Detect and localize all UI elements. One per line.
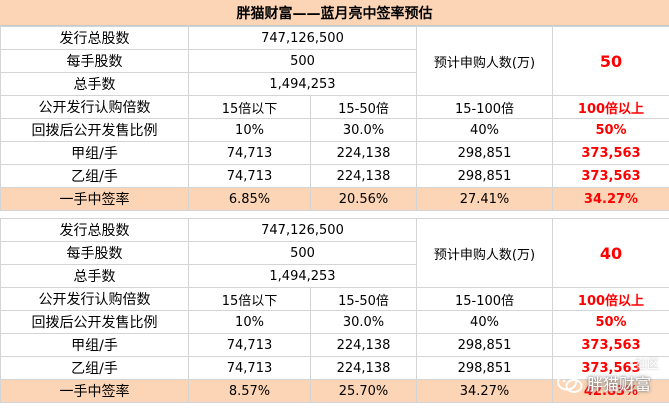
cell: 40% (416, 118, 553, 142)
cell: 8.57% (188, 379, 311, 403)
lot-value: 500 (188, 241, 417, 265)
shares-label: 发行总股数 (0, 218, 189, 242)
table-row: 回拨后公开发售比例 10% 30.0% 40% 50% (0, 118, 669, 142)
table-row: 回拨后公开发售比例 10% 30.0% 40% 50% (0, 310, 669, 334)
table-row: 总手数 1,494,253 (0, 264, 669, 288)
table-row: 乙组/手 74,713 224,138 298,851 373,563 (0, 356, 669, 380)
cell: 40% (416, 310, 553, 334)
cell: 298,851 (416, 164, 553, 188)
clawback-label: 回拨后公开发售比例 (0, 118, 189, 142)
total-lots-value: 1,494,253 (188, 72, 417, 96)
table-row: 甲组/手 74,713 224,138 298,851 373,563 (0, 333, 669, 357)
shares-value: 747,126,500 (188, 218, 417, 242)
cell: 373,563 (552, 333, 669, 357)
cell: 373,563 (552, 164, 669, 188)
lot-label: 每手股数 (0, 49, 189, 73)
cell: 15倍以下 (188, 95, 311, 119)
group-b-label: 乙组/手 (0, 164, 189, 188)
estimate-table-1: 发行总股数 747,126,500 预计申购人数(万) 50 每手股数 500 … (0, 26, 669, 211)
cell: 74,713 (188, 356, 311, 380)
total-lots-label: 总手数 (0, 264, 189, 288)
cell: 74,713 (188, 141, 311, 165)
applicants-value: 50 (552, 26, 669, 96)
cell: 25.70% (310, 379, 417, 403)
cell: 34.27% (416, 379, 553, 403)
table-row: 一手中签率 8.57% 25.70% 34.27% 42.83% (0, 379, 669, 403)
cell: 298,851 (416, 333, 553, 357)
cell: 74,713 (188, 164, 311, 188)
table-row: 乙组/手 74,713 224,138 298,851 373,563 (0, 164, 669, 188)
rate-label: 一手中签率 (0, 379, 189, 403)
table-row: 每手股数 500 (0, 49, 669, 73)
clawback-label: 回拨后公开发售比例 (0, 310, 189, 334)
table-row: 发行总股数 747,126,500 预计申购人数(万) 40 (0, 218, 669, 288)
cell: 10% (188, 118, 311, 142)
cell: 42.83% (552, 379, 669, 403)
cell: 100倍以上 (552, 95, 669, 119)
applicants-label: 预计申购人数(万) (416, 218, 553, 288)
cell: 15-100倍 (416, 95, 553, 119)
cell: 298,851 (416, 141, 553, 165)
cell: 15倍以下 (188, 287, 311, 311)
subscription-label: 公开发行认购倍数 (0, 95, 189, 119)
table-row: 每手股数 500 (0, 241, 669, 265)
cell: 224,138 (310, 356, 417, 380)
total-lots-label: 总手数 (0, 72, 189, 96)
shares-label: 发行总股数 (0, 26, 189, 50)
cell: 224,138 (310, 141, 417, 165)
cell: 373,563 (552, 141, 669, 165)
cell: 30.0% (310, 118, 417, 142)
table-row: 甲组/手 74,713 224,138 298,851 373,563 (0, 141, 669, 165)
cell: 50% (552, 310, 669, 334)
table-row: 发行总股数 747,126,500 预计申购人数(万) 50 (0, 26, 669, 96)
cell: 373,563 (552, 356, 669, 380)
applicants-label: 预计申购人数(万) (416, 26, 553, 96)
cell: 74,713 (188, 333, 311, 357)
lot-label: 每手股数 (0, 241, 189, 265)
rate-label: 一手中签率 (0, 187, 189, 211)
cell: 224,138 (310, 164, 417, 188)
group-a-label: 甲组/手 (0, 333, 189, 357)
group-b-label: 乙组/手 (0, 356, 189, 380)
total-lots-value: 1,494,253 (188, 264, 417, 288)
cell: 50% (552, 118, 669, 142)
cell: 34.27% (552, 187, 669, 211)
group-a-label: 甲组/手 (0, 141, 189, 165)
table-row: 一手中签率 6.85% 20.56% 27.41% 34.27% (0, 187, 669, 211)
cell: 10% (188, 310, 311, 334)
estimate-table-2: 发行总股数 747,126,500 预计申购人数(万) 40 每手股数 500 … (0, 218, 669, 403)
cell: 298,851 (416, 356, 553, 380)
subscription-label: 公开发行认购倍数 (0, 287, 189, 311)
cell: 20.56% (310, 187, 417, 211)
cell: 27.41% (416, 187, 553, 211)
cell: 6.85% (188, 187, 311, 211)
shares-value: 747,126,500 (188, 26, 417, 50)
cell: 30.0% (310, 310, 417, 334)
cell: 15-50倍 (310, 95, 417, 119)
cell: 100倍以上 (552, 287, 669, 311)
table-row: 公开发行认购倍数 15倍以下 15-50倍 15-100倍 100倍以上 (0, 95, 669, 119)
page-title: 胖猫财富——蓝月亮中签率预估 (0, 0, 669, 26)
cell: 15-50倍 (310, 287, 417, 311)
table-row: 公开发行认购倍数 15倍以下 15-50倍 15-100倍 100倍以上 (0, 287, 669, 311)
cell: 224,138 (310, 333, 417, 357)
applicants-value: 40 (552, 218, 669, 288)
cell: 15-100倍 (416, 287, 553, 311)
lot-value: 500 (188, 49, 417, 73)
